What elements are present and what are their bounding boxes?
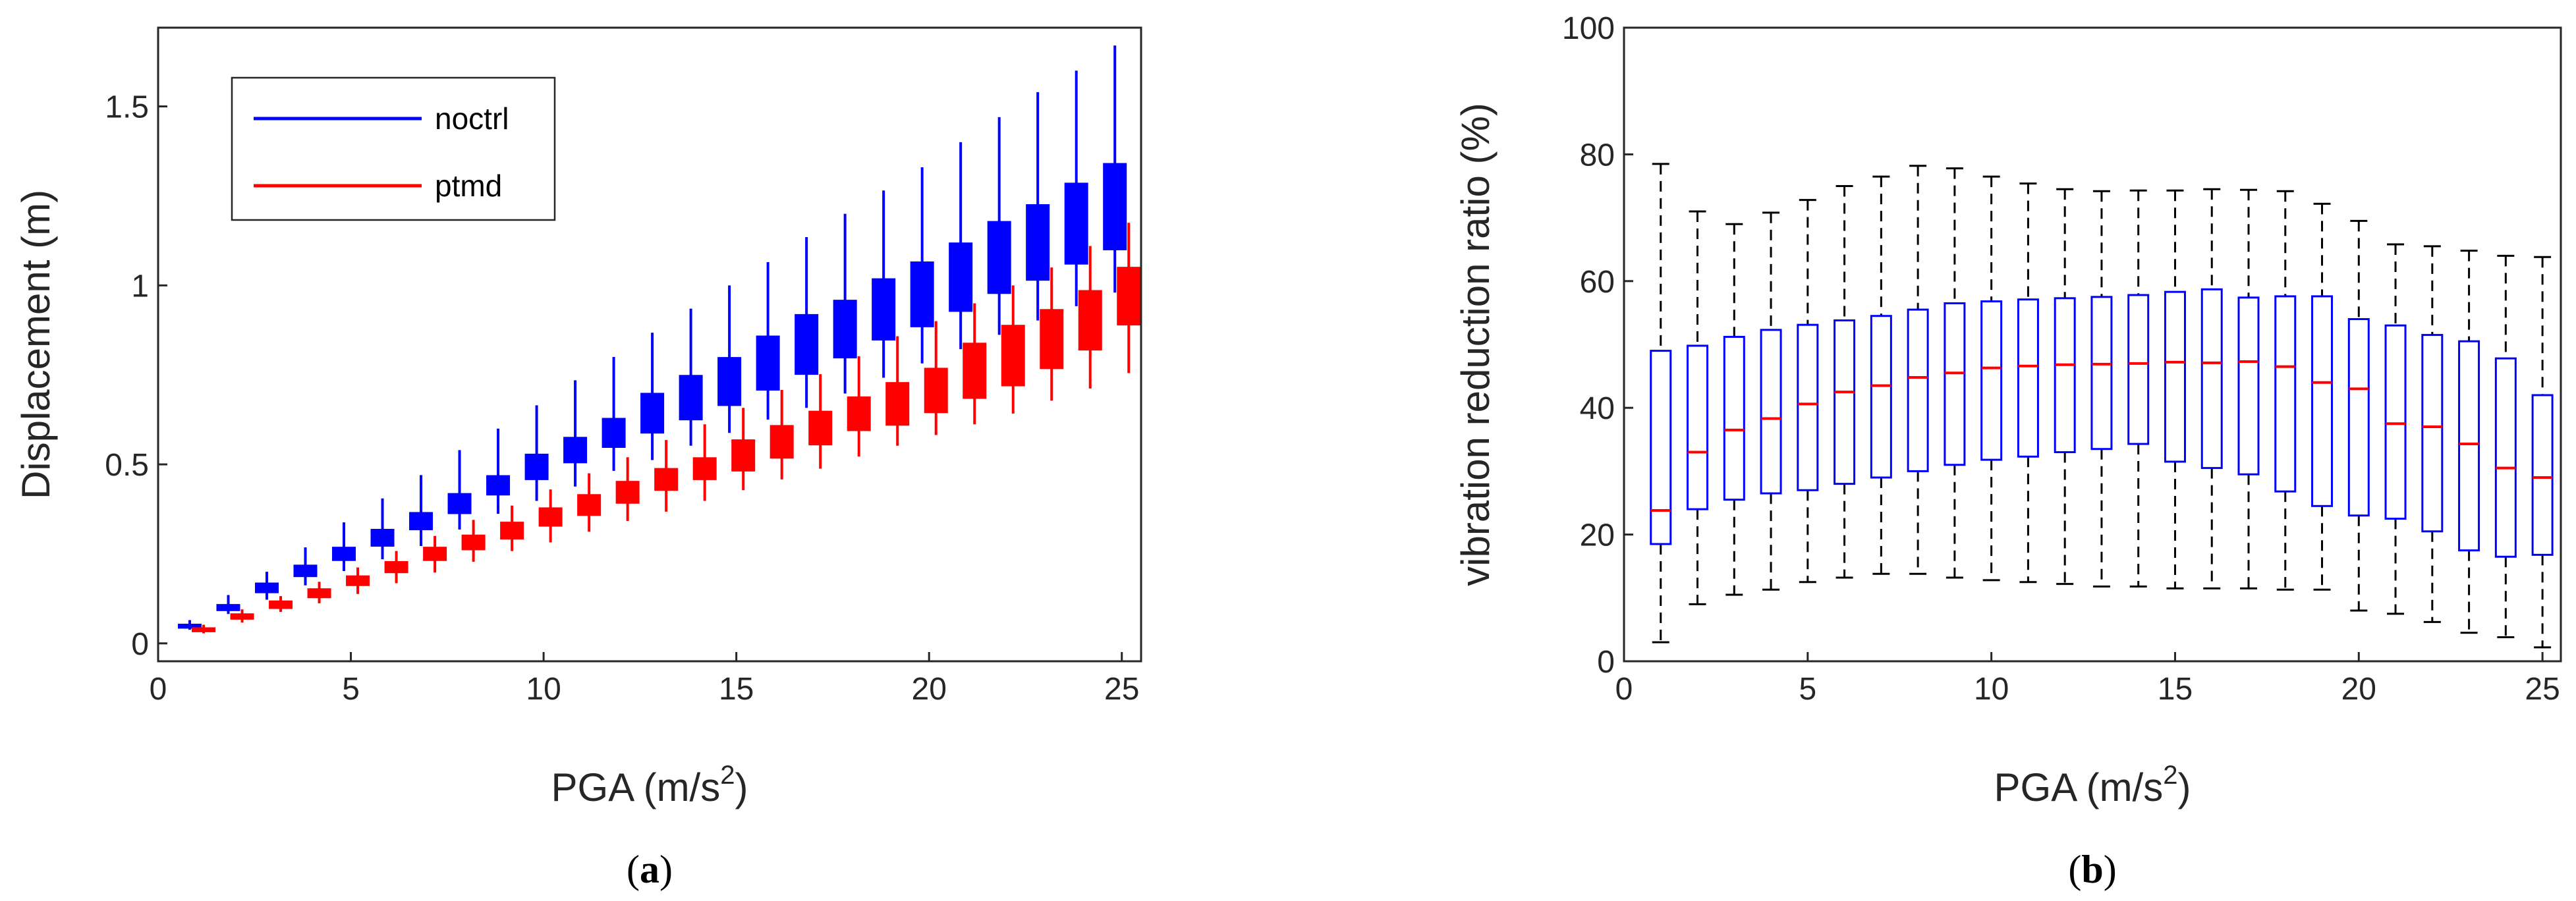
reduction-box <box>2127 294 2150 445</box>
legend-label-ptmd: ptmd <box>435 169 502 203</box>
reduction-box <box>2347 318 2370 517</box>
noctrl-box <box>756 335 780 391</box>
noctrl-box <box>717 357 742 406</box>
ptmd-box <box>1117 267 1141 326</box>
series-reduction <box>1650 163 2554 649</box>
reduction-box <box>2200 288 2223 470</box>
ptmd-box <box>692 457 717 480</box>
a-xtick-label: 25 <box>1104 672 1139 707</box>
reduction-box <box>1907 308 1929 472</box>
noctrl-box <box>370 528 395 547</box>
reduction-box <box>1834 319 1856 485</box>
b-ytick-label: 0 <box>1597 645 1615 680</box>
b-xtick-label: 0 <box>1615 672 1633 707</box>
b-ytick-label: 100 <box>1562 11 1615 46</box>
b-ytick-label: 80 <box>1580 138 1615 173</box>
a-ytick-label: 1.5 <box>105 90 149 125</box>
noctrl-box <box>1026 204 1050 281</box>
noctrl-box <box>640 393 665 434</box>
reduction-box <box>2090 296 2113 450</box>
noctrl-box <box>795 314 819 375</box>
panel-label-a: (a) <box>627 848 673 891</box>
a-xtick-label: 5 <box>342 672 360 707</box>
reduction-box <box>1687 344 1709 510</box>
a-ytick-label: 1 <box>131 269 149 304</box>
x-axis-label-a: PGA (m/s2) <box>551 761 748 809</box>
reduction-box <box>1760 329 1782 495</box>
noctrl-box <box>1064 182 1088 265</box>
b-xtick-label: 15 <box>2158 672 2193 707</box>
x-axis-a: 0 5 10 15 20 25 <box>150 652 1139 707</box>
b-ytick-label: 20 <box>1580 518 1615 553</box>
reduction-box <box>1797 323 1819 491</box>
reduction-box <box>2311 295 2334 507</box>
a-xtick-label: 15 <box>719 672 754 707</box>
b-xtick-label: 5 <box>1799 672 1816 707</box>
noctrl-box <box>563 437 588 464</box>
reduction-box <box>2274 295 2297 493</box>
a-xtick-label: 10 <box>526 672 561 707</box>
series-ptmd <box>192 223 1141 634</box>
noctrl-box <box>1103 163 1127 250</box>
y-axis-label-b: vibration reduction ratio (%) <box>1453 103 1498 586</box>
chart-b: 0 5 10 15 20 25 0 20 40 60 80 100 vibration reduct… <box>1453 11 2562 891</box>
chart-a: 0 5 10 15 20 25 0 0.5 1 1.5 Displacement (m) PGA… <box>14 26 1142 891</box>
a-xtick-label: 0 <box>150 672 167 707</box>
legend-box <box>231 76 556 221</box>
b-xtick-label: 10 <box>1974 672 2009 707</box>
b-xtick-label: 25 <box>2525 672 2560 707</box>
reduction-box <box>1980 300 2003 461</box>
b-ytick-label: 40 <box>1580 391 1615 426</box>
y-axis-a: 0 0.5 1 1.5 <box>105 90 167 662</box>
ptmd-box <box>615 481 640 504</box>
noctrl-box <box>949 242 973 312</box>
series-noctrl <box>177 45 1127 630</box>
x-axis-b: 0 5 10 15 20 25 <box>1615 652 2560 707</box>
axes-frame-a <box>157 26 1142 663</box>
y-axis-label-a: Displacement (m) <box>14 190 58 499</box>
ptmd-box <box>500 522 524 540</box>
ptmd-box <box>924 368 948 414</box>
b-ytick-label: 60 <box>1580 265 1615 300</box>
ptmd-box <box>963 342 987 399</box>
a-xtick-label: 20 <box>912 672 947 707</box>
legend-label-noctrl: noctrl <box>435 101 509 136</box>
panel-label-b: (b) <box>2068 848 2116 891</box>
noctrl-box <box>486 475 511 496</box>
reduction-box <box>2531 394 2554 556</box>
reduction-box <box>2164 290 2186 463</box>
a-ytick-label: 0.5 <box>105 448 149 483</box>
reduction-box <box>2017 298 2039 458</box>
noctrl-box <box>254 582 279 593</box>
reduction-box <box>2421 334 2444 533</box>
y-axis-b: 0 20 40 60 80 100 <box>1562 11 1633 680</box>
a-ytick-label: 0 <box>131 627 149 662</box>
ptmd-box <box>1001 325 1025 387</box>
ptmd-box <box>1078 290 1102 351</box>
ptmd-box <box>885 382 910 426</box>
reduction-box <box>2237 296 2260 476</box>
ptmd-box <box>1040 309 1064 369</box>
axes-frame-b <box>1623 26 2562 663</box>
reduction-box <box>1870 315 1892 479</box>
reduction-box <box>1944 302 1966 466</box>
reduction-box <box>2054 297 2076 454</box>
x-axis-label-b: PGA (m/s2) <box>1994 761 2191 809</box>
reduction-box <box>1650 350 1672 545</box>
b-xtick-label: 20 <box>2341 672 2376 707</box>
reduction-box <box>2384 324 2407 520</box>
reduction-box <box>1723 335 1745 501</box>
legend: noctrl ptmd <box>231 76 556 221</box>
reduction-box <box>2494 357 2517 558</box>
reduction-box <box>2458 340 2480 552</box>
